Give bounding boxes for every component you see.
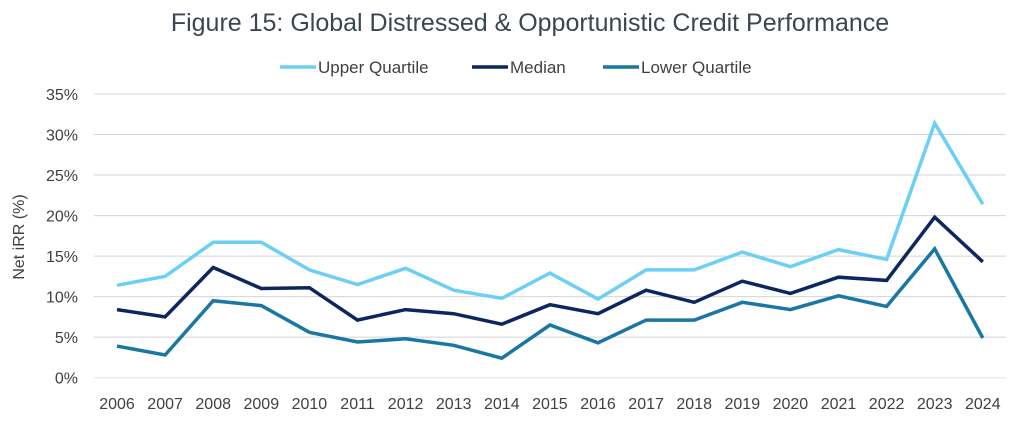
y-tick-label: 35% [46, 87, 78, 104]
x-tick-label: 2014 [484, 396, 520, 413]
y-tick-label: 0% [55, 371, 78, 388]
legend-label: Upper Quartile [318, 58, 429, 77]
chart-title: Figure 15: Global Distressed & Opportuni… [171, 9, 889, 37]
x-tick-label: 2022 [869, 396, 905, 413]
x-tick-label: 2017 [628, 396, 664, 413]
y-tick-label: 15% [46, 249, 78, 266]
x-tick-label: 2009 [244, 396, 280, 413]
y-axis-label: Net iRR (%) [11, 194, 28, 279]
x-tick-label: 2018 [676, 396, 712, 413]
y-tick-label: 25% [46, 168, 78, 185]
x-tick-label: 2010 [292, 396, 328, 413]
x-tick-label: 2006 [99, 396, 135, 413]
y-axis-ticks: 0% 5% 10% 15% 20% 25% 30% 35% [46, 87, 78, 388]
x-tick-label: 2011 [340, 396, 375, 413]
x-tick-label: 2016 [580, 396, 616, 413]
y-tick-label: 30% [46, 128, 78, 145]
x-axis-ticks: 2006 2007 2008 2009 2010 2011 2012 2013 2014 2015… [99, 396, 1000, 413]
legend-label: Median [510, 58, 566, 77]
y-tick-label: 10% [46, 290, 78, 307]
x-tick-label: 2012 [388, 396, 424, 413]
x-tick-label: 2024 [965, 396, 1001, 413]
x-tick-label: 2020 [773, 396, 809, 413]
series-line-median [116, 214, 984, 327]
x-tick-label: 2023 [917, 396, 953, 413]
y-tick-label: 5% [55, 330, 78, 347]
legend: Upper Quartile Median Lower Quartile [280, 58, 752, 77]
y-tick-label: 20% [46, 209, 78, 226]
x-tick-label: 2008 [195, 396, 231, 413]
x-tick-label: 2015 [532, 396, 568, 413]
gridlines [94, 93, 1006, 379]
x-tick-label: 2007 [147, 396, 183, 413]
x-tick-label: 2021 [821, 396, 857, 413]
legend-label: Lower Quartile [641, 58, 752, 77]
series-line-upper-quartile [116, 119, 985, 302]
x-tick-label: 2013 [436, 396, 472, 413]
x-tick-label: 2019 [725, 396, 761, 413]
series-lines [116, 119, 985, 361]
